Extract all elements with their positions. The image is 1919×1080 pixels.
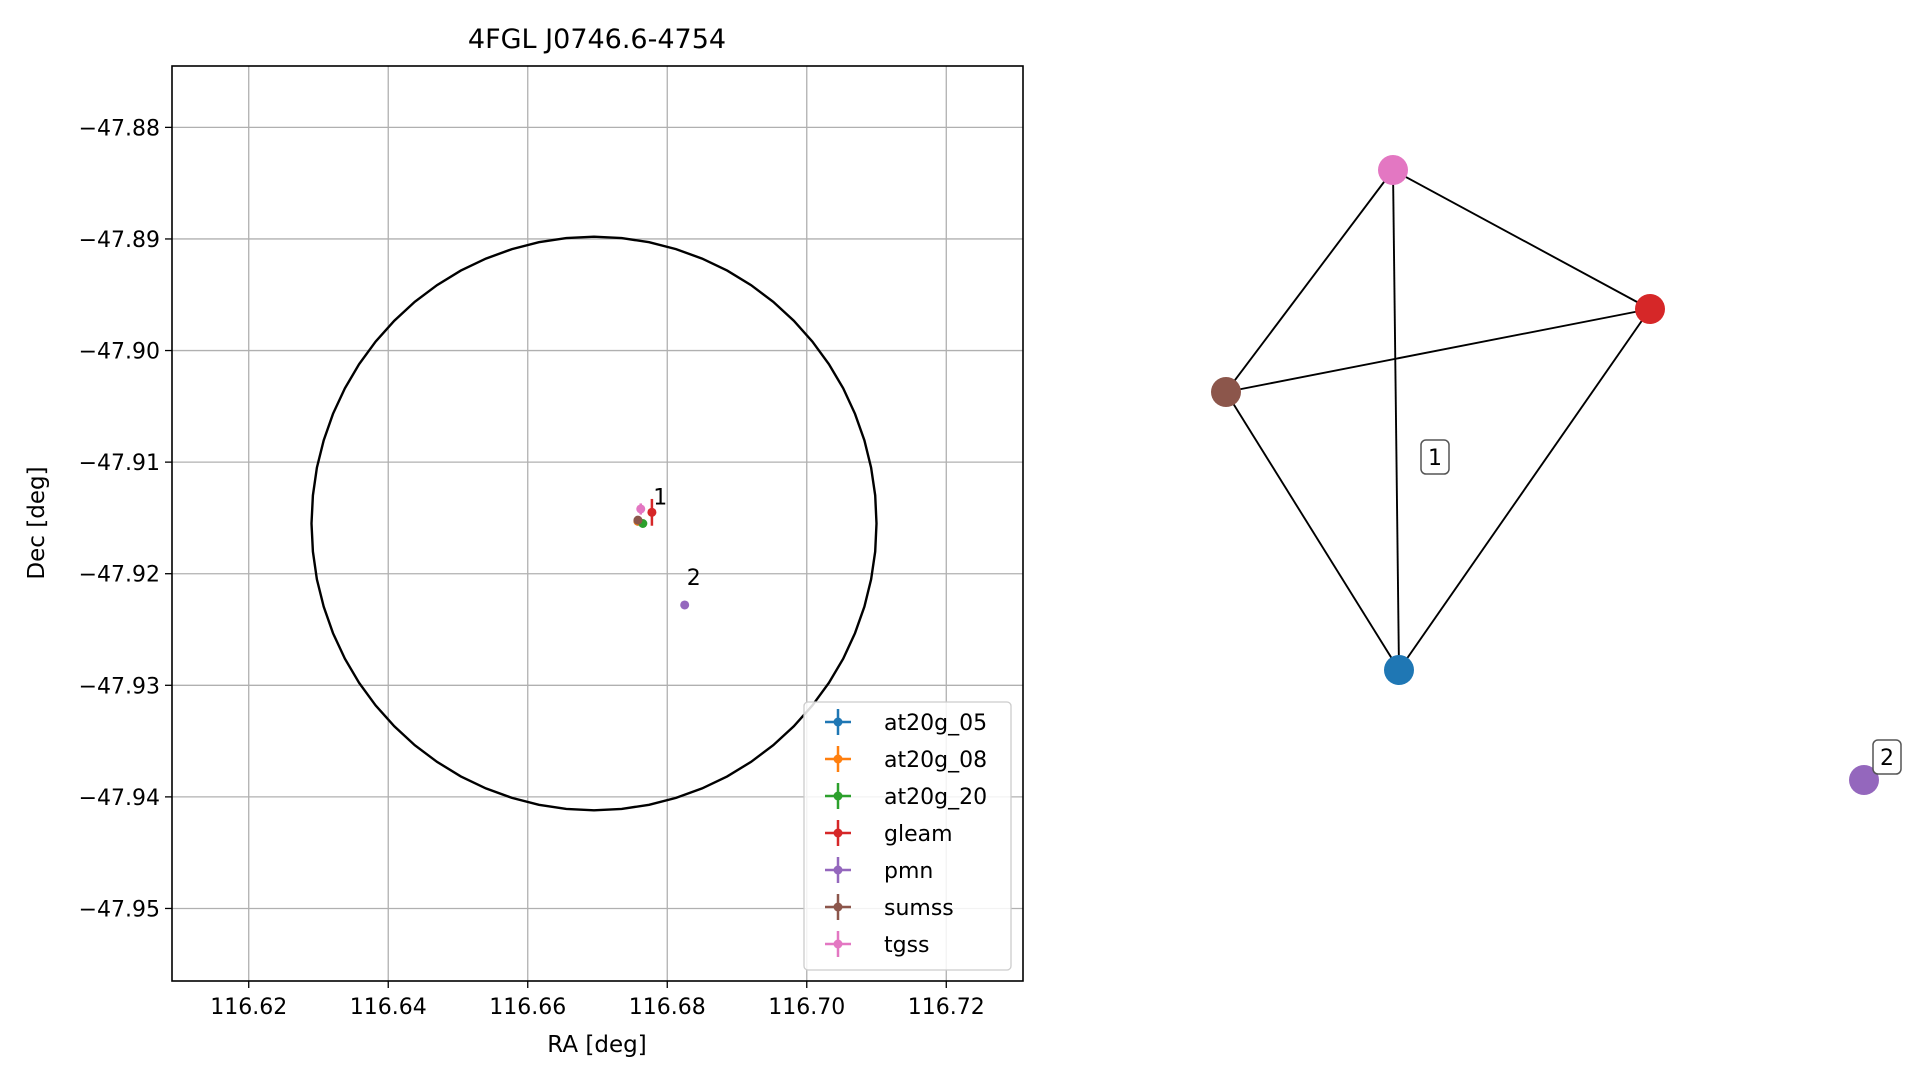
cluster-label-box [1872, 739, 1902, 775]
x-tick-label: 116.70 [768, 995, 845, 1020]
x-tick-label: 116.64 [350, 995, 427, 1020]
network-edge [1225, 391, 1400, 671]
plot-title: 4FGL J0746.6-4754 [468, 24, 726, 55]
x-axis-label: RA [deg] [547, 1032, 646, 1058]
legend-marker-dot-at20g_20 [833, 791, 843, 801]
legend-marker-dot-sumss [833, 902, 843, 912]
legend-label-gleam: gleam [884, 822, 953, 847]
cluster-label: 2 [1880, 746, 1894, 771]
network-edge [1225, 169, 1394, 393]
y-tick-label: −47.94 [79, 786, 160, 811]
legend-box [803, 701, 1012, 971]
network-edge [1392, 169, 1400, 671]
y-tick-label: −47.95 [79, 897, 160, 922]
y-tick-label: −47.88 [79, 116, 160, 141]
source-points: 12 [633, 486, 701, 610]
network-node-tgss [1378, 155, 1408, 185]
x-tick-label: 116.72 [908, 995, 985, 1020]
x-tick-label: 116.66 [489, 995, 566, 1020]
network-nodes [1211, 155, 1879, 795]
network-node-at20g [1384, 655, 1414, 685]
cluster-labels: 12 [1420, 439, 1902, 775]
legend-marker-dot-pmn [833, 865, 843, 875]
network-edge [1398, 308, 1651, 671]
cluster-label-box [1420, 439, 1450, 475]
network-node-pmn [1849, 765, 1879, 795]
legend-marker-dot-at20g_05 [833, 717, 843, 727]
sky-scatter-plot: 4FGL J0746.6-4754 12 116.62 116.64 116.66 1… [24, 24, 1024, 1058]
association-network: 12 [1211, 155, 1902, 795]
network-node-gleam [1635, 294, 1665, 324]
plot-frame [171, 65, 1024, 982]
network-edge [1392, 169, 1651, 310]
legend-label-tgss: tgss [884, 933, 930, 958]
legend-label-pmn: pmn [884, 859, 933, 884]
x-tick-label: 116.68 [629, 995, 706, 1020]
y-tick-label: −47.90 [79, 340, 160, 365]
x-tick-label: 116.62 [210, 995, 287, 1020]
legend-marker-dot-gleam [833, 828, 843, 838]
point-pmn [680, 600, 690, 610]
point-annotation: 2 [687, 566, 701, 591]
point-sumss [633, 515, 643, 525]
localization-circle [310, 235, 878, 812]
point-tgss [636, 504, 646, 514]
network-edges [1225, 169, 1651, 671]
axis-ticks: 116.62 116.64 116.66 116.68 116.70 116.72 −47.… [79, 116, 985, 1020]
y-tick-label: −47.93 [79, 674, 160, 699]
network-edge [1225, 308, 1651, 393]
y-tick-label: −47.91 [79, 451, 160, 476]
point-gleam [647, 507, 657, 517]
legend-label-at20g_05: at20g_05 [884, 711, 987, 736]
legend-marker-dot-at20g_08 [833, 754, 843, 764]
y-tick-label: −47.89 [79, 228, 160, 253]
network-node-sumss [1211, 377, 1241, 407]
legend-marker-dot-tgss [833, 939, 843, 949]
cluster-label: 1 [1428, 446, 1442, 471]
y-tick-label: −47.92 [79, 563, 160, 588]
legend-label-sumss: sumss [884, 896, 954, 921]
point-annotation: 1 [653, 486, 667, 511]
legend-label-at20g_20: at20g_20 [884, 785, 987, 810]
localization-circle-outline [310, 235, 878, 812]
legend-label-at20g_08: at20g_08 [884, 748, 987, 773]
y-axis-label: Dec [deg] [24, 466, 50, 579]
